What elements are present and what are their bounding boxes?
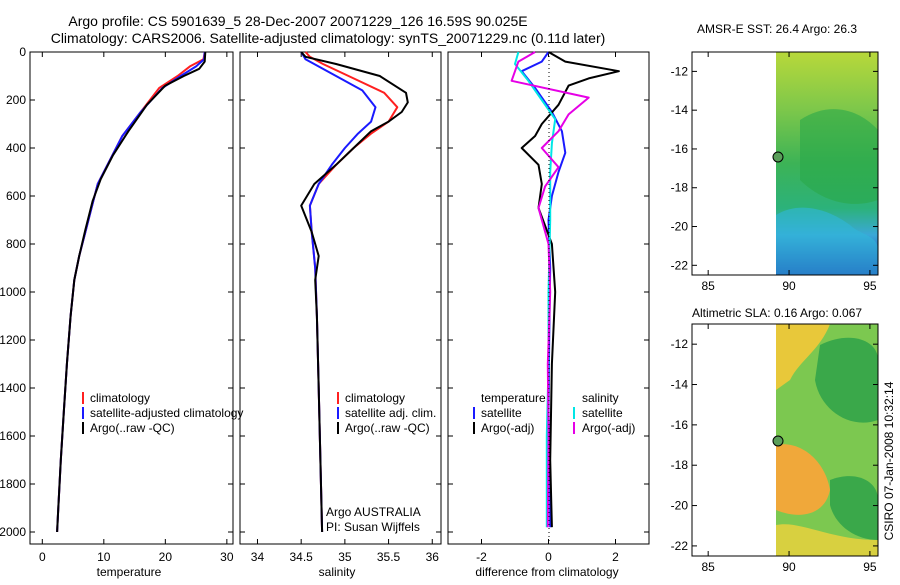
x-tick-label: -2 xyxy=(476,550,487,564)
difference-legend: temperature satellite Argo(-adj) salinit… xyxy=(473,391,635,435)
temperature-axes: 0 10 20 30 0 200 400 600 800 1000 1200 1400 1600 1800… xyxy=(0,45,234,564)
x-tick-label: 34 xyxy=(251,550,265,564)
sla-map-blank xyxy=(692,324,776,556)
sla-map-dark-patch xyxy=(830,476,878,540)
legend-label-satellite: satellite-adjusted climatology xyxy=(90,406,243,420)
y-tick-label: 1000 xyxy=(0,285,26,299)
y-tick-label: 1800 xyxy=(0,477,26,491)
legend-label-climatology: climatology xyxy=(345,391,405,405)
salinity-annotation-line2: PI: Susan Wijffels xyxy=(326,520,420,534)
sla-argo-marker xyxy=(772,435,784,447)
x-tick-label: 35.5 xyxy=(377,550,401,564)
y-tick-label: 0 xyxy=(19,45,26,59)
legend-label-temp-satellite: satellite xyxy=(481,406,522,420)
salinity-annotation-line1: Argo AUSTRALIA xyxy=(326,505,421,519)
map-y-tick-label: -18 xyxy=(671,458,689,472)
x-tick-label: 10 xyxy=(97,550,111,564)
x-tick-label: 20 xyxy=(159,550,173,564)
y-tick-label: 1200 xyxy=(0,333,26,347)
temperature-legend: climatology satellite-adjusted climatolo… xyxy=(82,391,243,435)
sst-map-cyan-patch xyxy=(776,207,878,275)
series-line xyxy=(56,51,207,533)
map-y-tick-label: -16 xyxy=(671,418,689,432)
legend-label-sal-argo: Argo(-adj) xyxy=(582,421,635,435)
map-y-tick-label: -16 xyxy=(671,142,689,156)
sst-map-frame xyxy=(691,51,879,276)
legend-label-argo: Argo(..raw -QC) xyxy=(345,421,430,435)
sla-map-frame xyxy=(691,323,879,557)
salinity-axes: 34 34.5 35 35.5 36 xyxy=(240,51,441,564)
legend-label-argo: Argo(..raw -QC) xyxy=(90,421,175,435)
legend-title-temperature: temperature xyxy=(481,391,546,405)
map-x-tick-label: 85 xyxy=(701,560,715,574)
series-line xyxy=(300,51,409,533)
x-tick-label: 0 xyxy=(545,550,552,564)
legend-label-sal-satellite: satellite xyxy=(582,406,623,420)
x-tick-label: 35 xyxy=(338,550,352,564)
map-y-tick-label: -12 xyxy=(671,64,689,78)
difference-axis-label: difference from climatology xyxy=(475,565,618,579)
map-y-tick-label: -18 xyxy=(671,181,689,195)
salinity-legend: climatology satellite adj. clim. Argo(..… xyxy=(337,391,436,435)
map-y-tick-label: -12 xyxy=(671,337,689,351)
map-y-tick-label: -14 xyxy=(671,103,689,117)
sst-map-blank xyxy=(692,52,776,275)
figure-title-line2: Climatology: CARS2006. Satellite-adjuste… xyxy=(51,30,606,46)
sla-map-orange-patch xyxy=(776,444,830,515)
map-y-tick-label: -14 xyxy=(671,378,689,392)
y-tick-label: 400 xyxy=(6,141,26,155)
map-x-tick-label: 90 xyxy=(782,279,796,293)
sla-map-yellow-patch xyxy=(776,324,830,390)
map-x-tick-label: 95 xyxy=(863,279,877,293)
map-y-tick-label: -20 xyxy=(671,499,689,513)
legend-title-salinity: salinity xyxy=(582,391,619,405)
x-tick-label: 36 xyxy=(426,550,440,564)
y-tick-label: 1600 xyxy=(0,429,26,443)
x-tick-label: 30 xyxy=(220,550,234,564)
y-tick-label: 200 xyxy=(6,93,26,107)
sla-map-ticks: 85 90 95 -12 -14 -16 -18 -20 -22 xyxy=(671,324,878,574)
sst-map-ticks: 85 90 95 -12 -14 -16 -18 -20 -22 xyxy=(671,52,878,293)
sst-argo-marker xyxy=(772,151,784,163)
figure-title-line1: Argo profile: CS 5901639_5 28-Dec-2007 2… xyxy=(68,13,527,29)
y-tick-label: 1400 xyxy=(0,381,26,395)
map-x-tick-label: 95 xyxy=(863,560,877,574)
map-y-tick-label: -22 xyxy=(671,258,689,272)
sst-map: 85 90 95 -12 -14 -16 -18 -20 -22 xyxy=(671,51,879,293)
map-x-tick-label: 85 xyxy=(701,279,715,293)
sla-map-green-patch xyxy=(815,337,878,423)
map-x-tick-label: 90 xyxy=(782,560,796,574)
salinity-axis-label: salinity xyxy=(319,565,356,579)
legend-label-climatology: climatology xyxy=(90,391,150,405)
sst-map-title: AMSR-E SST: 26.4 Argo: 26.3 xyxy=(697,22,857,36)
map-y-tick-label: -20 xyxy=(671,220,689,234)
y-tick-label: 600 xyxy=(6,189,26,203)
sst-map-cool-patch xyxy=(800,109,878,204)
salinity-panel-frame xyxy=(239,51,442,545)
legend-label-temp-argo: Argo(-adj) xyxy=(481,421,534,435)
y-tick-label: 2000 xyxy=(0,525,26,539)
legend-label-satellite: satellite adj. clim. xyxy=(345,406,436,420)
series-line xyxy=(520,51,620,528)
x-tick-label: 0 xyxy=(39,550,46,564)
map-y-tick-label: -22 xyxy=(671,539,689,553)
x-tick-label: 2 xyxy=(612,550,619,564)
series-line xyxy=(56,51,206,533)
sla-map-title: Altimetric SLA: 0.16 Argo: 0.067 xyxy=(692,306,862,320)
sla-map: 85 90 95 -12 -14 -16 -18 -20 -22 xyxy=(671,323,879,574)
y-tick-label: 800 xyxy=(6,237,26,251)
sla-map-lower-yellow-patch xyxy=(776,524,878,556)
series-line xyxy=(300,51,377,533)
x-tick-label: 34.5 xyxy=(289,550,313,564)
temperature-panel-frame xyxy=(29,51,234,545)
side-timestamp: CSIRO 07-Jan-2008 10:32:14 xyxy=(882,381,896,540)
temperature-axis-label: temperature xyxy=(97,565,162,579)
